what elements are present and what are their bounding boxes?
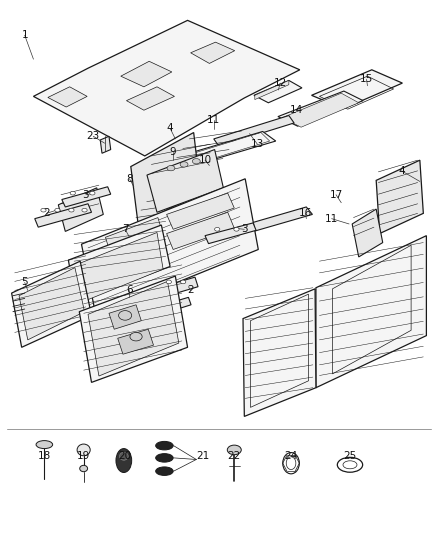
- Text: 11: 11: [207, 115, 220, 125]
- Polygon shape: [121, 61, 172, 87]
- Text: 19: 19: [77, 451, 90, 461]
- Polygon shape: [255, 80, 289, 100]
- Polygon shape: [118, 329, 153, 354]
- Polygon shape: [376, 160, 424, 233]
- Ellipse shape: [119, 311, 132, 320]
- Text: 13: 13: [251, 139, 264, 149]
- Polygon shape: [283, 93, 359, 127]
- Ellipse shape: [120, 453, 128, 461]
- Ellipse shape: [80, 465, 88, 472]
- Polygon shape: [316, 236, 426, 387]
- Polygon shape: [127, 87, 174, 110]
- Polygon shape: [35, 204, 92, 227]
- Polygon shape: [166, 132, 276, 169]
- Polygon shape: [12, 261, 92, 348]
- Polygon shape: [131, 133, 201, 225]
- Text: 8: 8: [126, 174, 133, 184]
- Text: 1: 1: [21, 30, 28, 41]
- Polygon shape: [78, 232, 163, 301]
- Polygon shape: [81, 179, 258, 316]
- Ellipse shape: [166, 280, 171, 284]
- Ellipse shape: [180, 280, 186, 284]
- Ellipse shape: [155, 467, 173, 475]
- Ellipse shape: [116, 449, 132, 472]
- Text: 16: 16: [299, 208, 312, 219]
- Text: 12: 12: [273, 78, 287, 88]
- Polygon shape: [158, 297, 191, 314]
- Ellipse shape: [70, 191, 75, 195]
- Polygon shape: [147, 150, 223, 212]
- Ellipse shape: [155, 454, 173, 462]
- Ellipse shape: [82, 208, 87, 212]
- Text: 10: 10: [198, 155, 212, 165]
- Text: 18: 18: [38, 451, 51, 461]
- Polygon shape: [205, 223, 256, 244]
- Polygon shape: [254, 80, 302, 103]
- Polygon shape: [166, 193, 234, 229]
- Ellipse shape: [130, 333, 142, 341]
- Polygon shape: [352, 209, 383, 257]
- Text: 20: 20: [119, 451, 132, 461]
- Polygon shape: [278, 91, 363, 126]
- Text: 7: 7: [122, 224, 128, 235]
- Text: 4: 4: [167, 123, 173, 133]
- Polygon shape: [243, 289, 316, 416]
- Ellipse shape: [90, 191, 95, 195]
- Polygon shape: [88, 281, 179, 376]
- Text: 2: 2: [187, 286, 194, 295]
- Ellipse shape: [36, 441, 53, 449]
- Polygon shape: [79, 276, 187, 382]
- Text: 21: 21: [196, 451, 209, 461]
- Text: 15: 15: [360, 75, 373, 84]
- Ellipse shape: [167, 165, 175, 171]
- Text: 24: 24: [284, 451, 298, 461]
- Text: 9: 9: [170, 147, 177, 157]
- Polygon shape: [48, 87, 87, 107]
- Polygon shape: [214, 116, 294, 147]
- Text: 4: 4: [398, 166, 405, 176]
- Text: 22: 22: [228, 451, 241, 461]
- Text: 11: 11: [325, 214, 338, 224]
- Ellipse shape: [234, 228, 239, 231]
- Polygon shape: [239, 207, 312, 234]
- Ellipse shape: [227, 445, 241, 455]
- Text: 3: 3: [82, 190, 89, 200]
- Ellipse shape: [155, 441, 173, 450]
- Ellipse shape: [180, 162, 188, 167]
- Ellipse shape: [215, 228, 220, 231]
- Ellipse shape: [41, 208, 46, 212]
- Polygon shape: [62, 187, 111, 207]
- Text: 2: 2: [43, 208, 50, 219]
- Polygon shape: [106, 236, 163, 273]
- Text: 14: 14: [290, 104, 304, 115]
- Polygon shape: [33, 20, 300, 156]
- Text: 6: 6: [126, 286, 133, 295]
- Polygon shape: [68, 225, 170, 302]
- Polygon shape: [159, 277, 198, 297]
- Polygon shape: [311, 70, 403, 109]
- Polygon shape: [19, 268, 85, 340]
- Polygon shape: [191, 42, 235, 63]
- Text: 25: 25: [343, 451, 357, 461]
- Ellipse shape: [55, 208, 60, 212]
- Text: 23: 23: [87, 131, 100, 141]
- Ellipse shape: [69, 208, 74, 212]
- Text: 3: 3: [241, 224, 247, 235]
- Polygon shape: [100, 136, 111, 154]
- Polygon shape: [166, 212, 234, 249]
- Text: 5: 5: [21, 278, 28, 287]
- Ellipse shape: [192, 159, 200, 164]
- Text: 17: 17: [329, 190, 343, 200]
- Polygon shape: [58, 188, 103, 231]
- Ellipse shape: [77, 444, 90, 456]
- Polygon shape: [109, 305, 141, 329]
- Polygon shape: [106, 217, 163, 255]
